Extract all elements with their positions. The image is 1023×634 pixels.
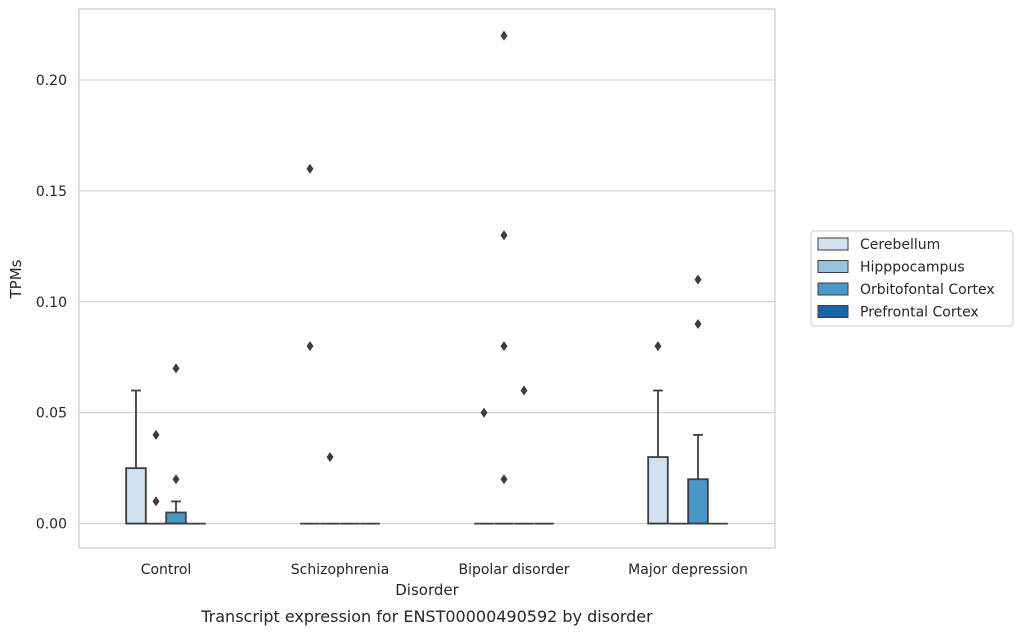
outlier-points <box>152 30 702 507</box>
outlier-point <box>500 474 508 485</box>
outlier-point <box>500 230 508 241</box>
outlier-point <box>306 341 314 352</box>
x-axis-label: Disorder <box>395 581 459 599</box>
outlier-point <box>172 363 180 374</box>
x-tick-label: Schizophrenia <box>291 562 389 578</box>
box-body <box>125 467 147 525</box>
legend-label: Hipppocampus <box>860 260 965 276</box>
outlier-point <box>694 318 702 329</box>
outlier-point <box>480 407 488 418</box>
y-tick-labels: 0.00 0.05 0.10 0.15 0.20 <box>36 73 67 533</box>
y-tick-label: 0.00 <box>36 517 67 533</box>
x-tick-labels: Control Schizophrenia Bipolar disorder Majo… <box>141 562 748 578</box>
y-tick-label: 0.05 <box>36 406 67 422</box>
legend-swatch <box>817 305 849 318</box>
legend: Cerebellum Hipppocampus Orbitofontal Corte… <box>810 230 1014 327</box>
legend-label: Prefrontal Cortex <box>860 305 979 321</box>
box-body <box>687 478 709 525</box>
legend-label: Cerebellum <box>860 237 940 253</box>
box-orbitofontal-cortex <box>687 433 709 525</box>
legend-swatch <box>817 260 849 273</box>
x-tick-label: Major depression <box>628 562 748 578</box>
outlier-point <box>694 274 702 285</box>
y-tick-label: 0.20 <box>36 73 67 89</box>
box-body <box>647 456 669 525</box>
outlier-point <box>500 30 508 41</box>
y-axis-label: TPMs <box>7 259 25 299</box>
legend-swatch <box>817 282 849 296</box>
legend-frame <box>810 230 1014 327</box>
outlier-point <box>500 341 508 352</box>
grid-lines <box>79 79 775 525</box>
box-orbitofontal-cortex <box>165 500 187 525</box>
outlier-point <box>326 452 334 463</box>
outlier-point <box>520 385 528 396</box>
box-cerebellum <box>125 389 147 525</box>
box-plot-boxes <box>125 389 728 525</box>
box-body <box>165 511 187 525</box>
outlier-point <box>152 496 160 507</box>
chart-caption: Transcript expression for ENST0000049059… <box>200 607 653 626</box>
outlier-point <box>306 163 314 174</box>
box-cerebellum <box>647 389 669 525</box>
plot-frame <box>78 8 776 549</box>
legend-swatch <box>817 237 849 251</box>
legend-label: Orbitofontal Cortex <box>860 282 995 298</box>
x-tick-label: Control <box>141 562 192 578</box>
y-tick-label: 0.15 <box>36 184 67 200</box>
outlier-point <box>172 474 180 485</box>
x-tick-label: Bipolar disorder <box>458 562 569 578</box>
y-tick-label: 0.10 <box>36 295 67 311</box>
outlier-point <box>654 341 662 352</box>
outlier-point <box>152 429 160 440</box>
